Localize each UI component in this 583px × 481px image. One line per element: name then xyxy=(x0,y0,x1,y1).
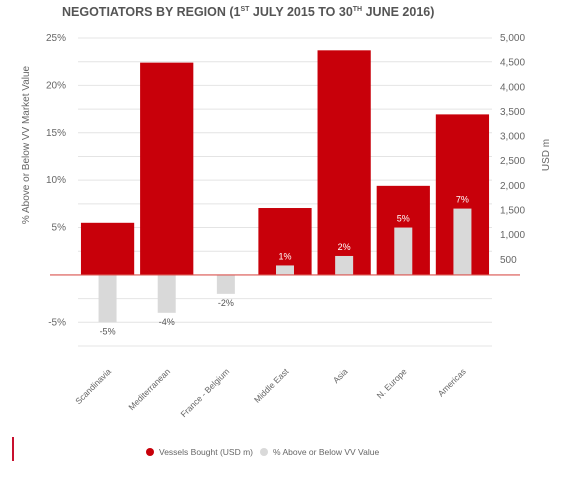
left-tick-label: 5% xyxy=(52,223,67,234)
percent-data-label: 5% xyxy=(397,214,410,224)
right-tick-label: 3,500 xyxy=(500,107,525,118)
bar-vessels-bought xyxy=(258,208,312,275)
right-tick-label: 4,000 xyxy=(500,82,525,93)
legend-label-bought: Vessels Bought (USD m) xyxy=(159,447,254,457)
right-tick-label: 2,500 xyxy=(500,156,525,167)
bar-percent xyxy=(453,208,472,275)
category-label: Asia xyxy=(331,366,350,385)
left-tick-label: 25% xyxy=(46,33,66,44)
right-tick-label: 500 xyxy=(500,255,517,266)
legend-label-pct: % Above or Below VV Value xyxy=(273,447,380,457)
percent-data-label: -5% xyxy=(100,326,116,336)
legend-swatch-bought xyxy=(146,448,154,456)
bar-percent xyxy=(276,265,294,275)
percent-data-label: -2% xyxy=(218,298,234,308)
chart-title: NEGOTIATORS BY REGION (1ST JULY 2015 TO … xyxy=(62,5,435,19)
bar-vessels-bought xyxy=(140,62,194,275)
bar-percent xyxy=(98,274,117,323)
left-tick-label: -5% xyxy=(48,317,66,328)
category-label: France - Belgium xyxy=(178,366,231,419)
right-tick-label: 1,000 xyxy=(500,230,525,241)
percent-data-label: 1% xyxy=(278,251,291,261)
category-label: Americas xyxy=(436,366,468,398)
category-label: Scandinavia xyxy=(73,366,113,406)
category-label: Mediterranean xyxy=(126,366,172,412)
category-label: Middle East xyxy=(252,366,291,405)
bar-percent xyxy=(157,274,176,313)
category-label: N. Europe xyxy=(375,366,409,400)
left-tick-label: 15% xyxy=(46,128,66,139)
right-tick-label: 2,000 xyxy=(500,181,525,192)
bar-percent xyxy=(394,227,413,275)
right-tick-label: 5,000 xyxy=(500,33,525,44)
right-tick-label: 3,000 xyxy=(500,132,525,143)
bar-vessels-bought xyxy=(80,222,135,275)
right-tick-label: 4,500 xyxy=(500,58,525,69)
percent-data-label: 2% xyxy=(338,242,351,252)
accent-bar xyxy=(12,437,14,461)
right-tick-label: 1,500 xyxy=(500,205,525,216)
percent-data-label: -4% xyxy=(159,317,175,327)
bar-percent xyxy=(216,274,235,294)
left-tick-label: 10% xyxy=(46,175,66,186)
bar-vessels-bought xyxy=(317,50,371,275)
bar-percent xyxy=(335,255,354,275)
left-axis-title: % Above or Below VV Market Value xyxy=(21,65,32,224)
legend-swatch-pct xyxy=(260,448,269,456)
chart-area: 25% 20% 15% 10% 5% -5% 5,000 4,500 4,000 3,500 3,0… xyxy=(21,33,552,419)
left-tick-label: 20% xyxy=(46,80,66,91)
percent-data-label: 7% xyxy=(456,195,469,205)
right-axis-title: USD m xyxy=(541,139,552,171)
legend: Vessels Bought (USD m) % Above or Below … xyxy=(146,447,379,457)
